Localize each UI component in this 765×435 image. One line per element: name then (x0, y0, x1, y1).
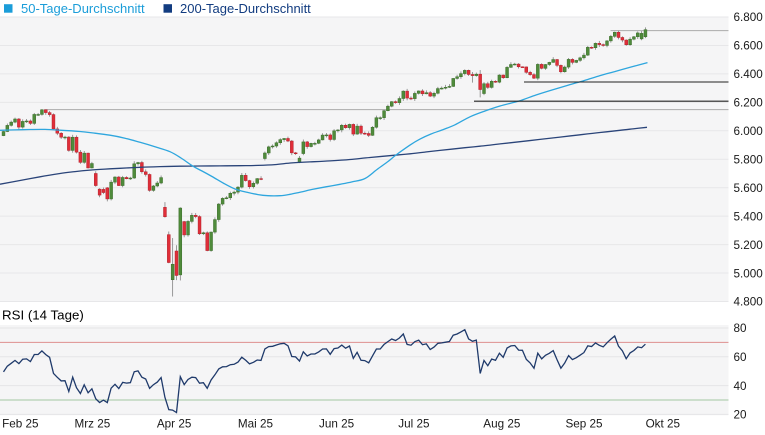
svg-text:Mai 25: Mai 25 (238, 417, 274, 430)
svg-text:5.200: 5.200 (734, 239, 764, 252)
svg-text:Feb 25: Feb 25 (2, 417, 39, 430)
svg-text:Mrz 25: Mrz 25 (75, 417, 111, 430)
svg-text:6.000: 6.000 (734, 125, 764, 138)
svg-text:6.200: 6.200 (734, 97, 764, 110)
svg-text:80: 80 (734, 322, 748, 335)
svg-text:5.600: 5.600 (734, 182, 764, 195)
svg-text:5.400: 5.400 (734, 210, 764, 223)
svg-text:60: 60 (734, 351, 748, 364)
svg-text:Okt 25: Okt 25 (646, 417, 681, 430)
svg-text:6.400: 6.400 (734, 68, 764, 81)
svg-text:5.000: 5.000 (734, 267, 764, 280)
svg-text:40: 40 (734, 380, 748, 393)
svg-text:50-Tage-Durchschnitt: 50-Tage-Durchschnitt (21, 1, 145, 16)
svg-text:Apr 25: Apr 25 (157, 417, 192, 430)
svg-text:RSI (14 Tage): RSI (14 Tage) (2, 308, 84, 323)
svg-text:20: 20 (734, 409, 748, 422)
svg-text:6.600: 6.600 (734, 40, 764, 53)
svg-text:200-Tage-Durchschnitt: 200-Tage-Durchschnitt (180, 1, 311, 16)
svg-text:Sep 25: Sep 25 (566, 417, 604, 430)
svg-text:Jul 25: Jul 25 (398, 417, 430, 430)
svg-text:Jun 25: Jun 25 (319, 417, 355, 430)
svg-text:4.800: 4.800 (734, 296, 764, 309)
svg-text:5.800: 5.800 (734, 153, 764, 166)
svg-text:6.800: 6.800 (734, 11, 764, 24)
svg-text:Aug 25: Aug 25 (483, 417, 521, 430)
